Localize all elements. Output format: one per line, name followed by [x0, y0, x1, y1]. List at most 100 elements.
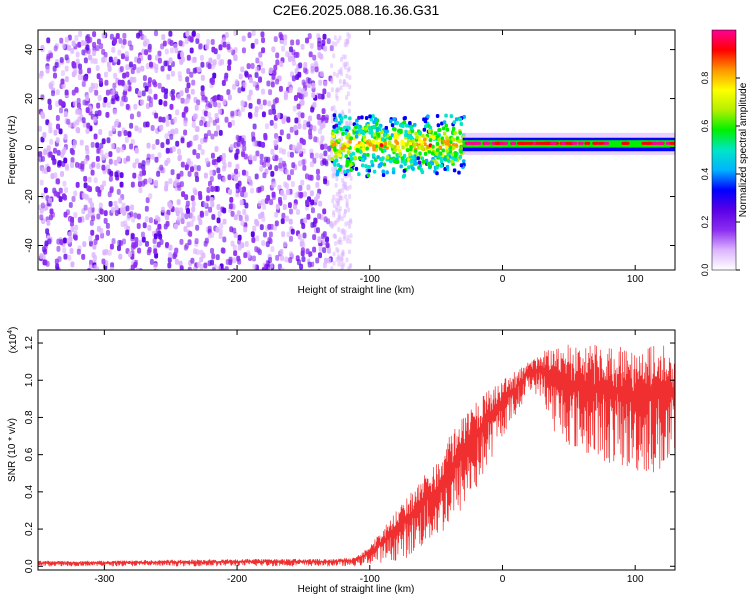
spectrogram-cell — [290, 228, 295, 235]
spectrogram-cell — [109, 186, 114, 193]
spectrogram-cell — [439, 159, 444, 164]
spectrogram-cell — [111, 238, 116, 245]
spectrogram-cell — [254, 218, 259, 225]
spectrogram-cell — [308, 133, 313, 140]
spectrogram-cell — [338, 69, 342, 75]
spectrogram-cell — [85, 95, 90, 102]
spectrogram-cell — [364, 164, 368, 169]
spectrogram-cell — [105, 89, 110, 96]
spectrogram-cell — [164, 48, 169, 55]
spectrogram-cell — [266, 194, 271, 201]
spectrogram-cell — [334, 154, 338, 159]
spectrogram-cell — [207, 225, 212, 232]
spectrogram-cell — [248, 154, 253, 161]
spectrogram-cell — [130, 181, 135, 188]
spectrogram-cell — [56, 238, 61, 245]
spectrogram-cell — [183, 120, 188, 127]
spectrogram-cell — [119, 66, 124, 73]
spectrogram-cell — [47, 151, 52, 158]
spectrogram-cell — [68, 201, 73, 208]
spectrogram-cell — [398, 151, 403, 156]
spectrogram-cell — [252, 140, 257, 147]
spectrogram-cell — [440, 136, 445, 141]
spectrogram-cell — [176, 216, 181, 223]
spectrogram-cell — [197, 144, 202, 151]
spectrogram-cell — [248, 102, 253, 109]
spectrogram-cell — [70, 261, 75, 268]
carrier-peak — [657, 141, 664, 145]
spectrogram-cell — [337, 149, 342, 154]
spectrogram-cell — [170, 128, 175, 135]
spectrogram-cell — [92, 116, 97, 123]
spectrogram-cell — [116, 146, 121, 153]
spectrogram-cell — [58, 187, 63, 194]
spectrogram-cell — [78, 63, 83, 70]
spectrogram-cell — [420, 170, 425, 175]
spectrogram-cell — [203, 201, 208, 208]
spectrogram-cell — [164, 133, 169, 140]
spectrogram-cell — [161, 34, 166, 41]
spectrogram-cell — [180, 269, 184, 270]
spectrogram-xlabel: Height of straight line (km) — [298, 285, 415, 296]
spectrogram-cell — [160, 206, 165, 213]
spectrogram-cell — [123, 224, 128, 231]
spectrogram-cell — [50, 80, 55, 87]
spectrogram-cell — [343, 42, 347, 48]
y-tick-label: -20 — [24, 189, 35, 204]
spectrogram-cell — [96, 73, 101, 80]
spectrogram-cell — [48, 104, 53, 111]
spectrogram-cell — [286, 116, 291, 123]
spectrogram-cell — [210, 39, 215, 46]
spectrogram-cell — [230, 119, 235, 126]
spectrogram-cell — [322, 88, 327, 95]
spectrogram-cell — [199, 119, 204, 126]
spectrogram-cell — [372, 147, 376, 152]
spectrogram-cell — [81, 49, 86, 56]
spectrogram-cell — [332, 113, 337, 118]
spectrogram-cell — [315, 257, 320, 264]
spectrogram-cell — [212, 72, 217, 79]
spectrogram-cell — [191, 121, 196, 128]
spectrogram-cell — [97, 94, 102, 101]
spectrogram-cell — [165, 241, 170, 248]
spectrogram-cell — [247, 112, 252, 119]
carrier-peak — [482, 141, 489, 145]
spectrogram-cell — [234, 154, 239, 161]
spectrogram-cell — [147, 77, 152, 84]
spectrogram-cell — [106, 137, 111, 144]
spectrogram-cell — [375, 121, 379, 126]
spectrogram-cell — [288, 257, 293, 264]
spectrogram-cell — [145, 103, 150, 110]
spectrogram-cell — [240, 220, 245, 227]
spectrogram-cell — [302, 191, 307, 198]
spectrogram-cell — [390, 123, 395, 128]
spectrogram-cell — [452, 120, 457, 125]
spectrogram-cell — [335, 88, 339, 94]
spectrogram-cell — [205, 195, 210, 202]
spectrogram-cell — [199, 54, 204, 61]
spectrogram-cell — [87, 207, 92, 214]
spectrogram-cell — [246, 252, 251, 259]
spectrogram-cell — [224, 116, 229, 123]
spectrogram-cell — [345, 163, 349, 168]
spectrogram-cell — [227, 59, 232, 66]
spectrogram-cell — [310, 106, 315, 113]
spectrogram-cell — [310, 67, 315, 74]
spectrogram-cell — [266, 263, 271, 270]
spectrogram-cell — [332, 251, 336, 257]
spectrogram-cell — [145, 197, 150, 204]
spectrogram-cell — [312, 102, 317, 109]
spectrogram-cell — [452, 137, 456, 142]
spectrogram-cell — [399, 164, 403, 169]
spectrogram-cell — [200, 148, 205, 155]
spectrogram-cell — [123, 85, 128, 92]
spectrogram-cell — [125, 205, 130, 212]
spectrogram-cell — [220, 247, 225, 254]
spectrogram-cell — [422, 127, 427, 132]
spectrogram-cell — [165, 174, 170, 181]
spectrogram-cell — [280, 255, 285, 262]
spectrogram-cell — [307, 77, 312, 84]
spectrogram-cell — [332, 203, 336, 209]
spectrogram-cell — [297, 147, 302, 154]
spectrogram-cell — [189, 212, 194, 219]
